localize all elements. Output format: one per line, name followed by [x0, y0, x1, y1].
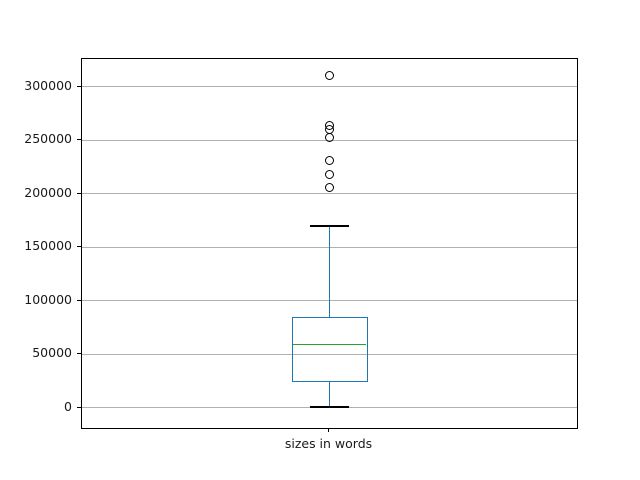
plot-area — [81, 58, 578, 429]
y-tick-label: 50000 — [32, 345, 72, 361]
whisker-upper — [328, 225, 331, 317]
y-tick-mark — [77, 353, 81, 355]
y-tick-label: 200000 — [24, 184, 72, 200]
cap-lower — [310, 406, 349, 408]
outlier-point — [324, 71, 334, 81]
outlier-point — [324, 120, 334, 130]
gridline — [82, 193, 577, 195]
y-tick-mark — [77, 406, 81, 408]
y-tick-label: 250000 — [24, 131, 72, 147]
whisker-lower — [328, 382, 331, 408]
x-tick-mark — [328, 428, 329, 432]
outlier-point — [324, 155, 334, 165]
y-tick-label: 150000 — [24, 238, 72, 254]
outlier-point — [324, 133, 334, 143]
y-tick-mark — [77, 246, 81, 248]
y-tick-mark — [77, 299, 81, 301]
y-tick-mark — [77, 139, 81, 141]
x-axis-category-label: sizes in words — [284, 436, 373, 451]
y-tick-mark — [77, 192, 81, 194]
y-tick-label: 300000 — [24, 77, 72, 93]
outlier-point — [324, 169, 334, 179]
y-tick-label: 100000 — [24, 291, 72, 307]
y-tick-label: 0 — [64, 398, 72, 414]
box — [291, 316, 368, 382]
cap-upper — [310, 225, 349, 227]
median-line — [293, 343, 366, 346]
y-tick-mark — [77, 85, 81, 87]
gridline — [82, 353, 577, 355]
outlier-point — [324, 182, 334, 192]
gridline — [82, 86, 577, 88]
